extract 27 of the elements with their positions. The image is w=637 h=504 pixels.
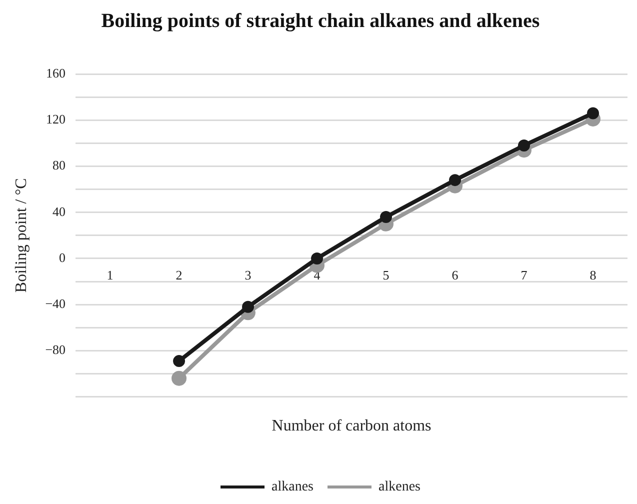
y-tick-label: 80 [52,158,66,173]
x-tick-label: 5 [382,268,390,283]
y-tick-label: 0 [59,250,66,265]
point [242,300,254,313]
point [587,107,599,120]
y-axis-title: Boiling point / °C [12,178,30,293]
y-tick-label: −40 [45,296,66,311]
point [380,210,392,223]
legend-label: alkanes [272,480,314,495]
chart-title: Boiling points of straight chain alkanes and alkenes [101,10,540,32]
point [173,355,186,368]
x-tick-label: 8 [590,268,596,283]
x-tick-label: 2 [176,268,182,283]
point [518,139,530,152]
y-tick-label: 120 [46,112,66,127]
x-tick-label: 6 [452,268,459,283]
x-tick-label: 1 [106,268,114,283]
y-tick-label: −80 [45,342,66,358]
y-tick-label: 160 [46,65,66,80]
y-tick-label: 40 [52,204,66,219]
point [311,252,324,264]
point [449,174,462,186]
x-axis-title: Number of carbon atoms [272,418,432,435]
point [172,370,187,386]
legend-label: alkenes [378,480,420,495]
x-tick-label: 7 [520,268,528,283]
x-tick-label: 3 [244,268,252,283]
